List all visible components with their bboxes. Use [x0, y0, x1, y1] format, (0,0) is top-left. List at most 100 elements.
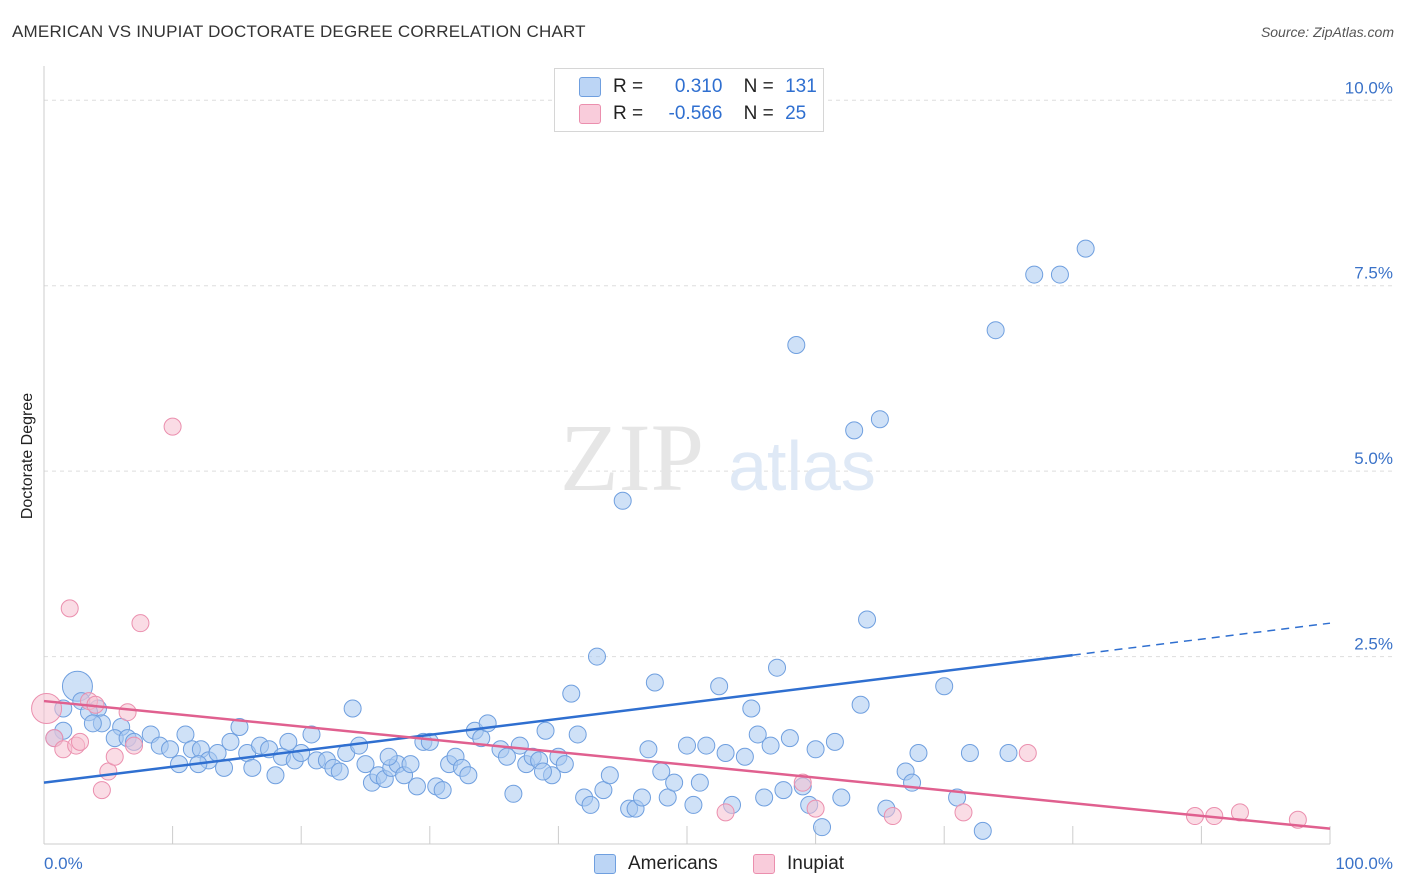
- data-point: [999, 743, 1018, 762]
- data-point: [697, 736, 716, 755]
- data-point: [600, 766, 619, 785]
- data-point: [832, 788, 851, 807]
- data-point: [613, 491, 632, 510]
- data-point: [221, 732, 240, 751]
- data-point: [793, 773, 812, 792]
- data-point: [973, 821, 992, 840]
- watermark-zip: ZIP: [560, 404, 704, 511]
- data-point: [433, 781, 452, 800]
- data-point: [742, 699, 761, 718]
- data-point: [690, 773, 709, 792]
- legend-n-value: 25: [785, 103, 807, 124]
- data-point: [748, 725, 767, 744]
- gridlines: [44, 99, 1392, 658]
- x-tick-label-min: 0.0%: [44, 854, 83, 873]
- x-tick-label-max: 100.0%: [1335, 854, 1393, 873]
- data-point: [806, 740, 825, 759]
- watermark: ZIP atlas: [560, 404, 876, 511]
- trend-line-inupiat: [43, 699, 1331, 830]
- data-point: [533, 762, 552, 781]
- legend-r-value: -0.566: [668, 103, 723, 124]
- data-point: [459, 766, 478, 785]
- data-point: [230, 718, 249, 737]
- y-tick-label: 5.0%: [1354, 449, 1393, 468]
- y-tick-label: 2.5%: [1354, 635, 1393, 654]
- bottom-legend-label-inupiat: Inupiat: [787, 853, 845, 874]
- data-point: [678, 736, 696, 755]
- data-point: [825, 732, 844, 751]
- data-point: [954, 803, 973, 822]
- data-point: [710, 677, 729, 696]
- data-point: [163, 417, 182, 436]
- data-point: [266, 766, 285, 785]
- data-point: [279, 732, 298, 751]
- data-point: [960, 743, 979, 762]
- data-point: [536, 721, 555, 740]
- data-point: [330, 762, 349, 781]
- data-point: [105, 747, 124, 766]
- data-point: [716, 743, 735, 762]
- tick-labels: 0.0% 100.0% 2.5% 5.0% 7.5% 10.0%: [44, 78, 1393, 873]
- data-point: [845, 421, 864, 440]
- data-point: [60, 599, 79, 618]
- bottom-legend-swatch-inupiat: [753, 854, 775, 874]
- legend-n-label: N =: [743, 103, 774, 124]
- data-point: [92, 781, 111, 800]
- data-point: [401, 755, 420, 774]
- data-point: [735, 747, 754, 766]
- data-point: [581, 795, 600, 814]
- data-point: [131, 614, 150, 633]
- bottom-legend-swatch-americans: [594, 854, 616, 874]
- data-point: [356, 755, 375, 774]
- bottom-legend-americans: Americans: [594, 852, 718, 876]
- data-point: [851, 695, 870, 714]
- data-point: [883, 807, 902, 826]
- data-point: [31, 692, 63, 724]
- data-point: [684, 795, 703, 814]
- americans-points: [45, 239, 1095, 840]
- trend-line-americans: [43, 653, 1073, 784]
- data-point: [125, 736, 144, 755]
- data-point: [632, 788, 651, 807]
- bottom-legend-label-americans: Americans: [628, 853, 718, 874]
- legend-swatch-inupiat: [579, 104, 601, 124]
- data-point: [716, 803, 735, 822]
- data-point: [774, 781, 793, 800]
- data-point: [755, 788, 774, 807]
- data-point: [658, 788, 677, 807]
- data-point: [176, 725, 195, 744]
- data-point: [594, 781, 613, 800]
- data-point: [587, 647, 606, 666]
- data-point: [813, 818, 832, 837]
- data-point: [161, 740, 180, 759]
- data-point: [118, 703, 137, 722]
- data-point: [787, 336, 806, 355]
- data-point: [420, 732, 439, 751]
- legend-n-label: N =: [743, 76, 774, 97]
- data-point: [768, 658, 787, 677]
- legend-box: R = 0.310 N = 131 R = -0.566 N = 25: [554, 68, 824, 132]
- data-point: [1025, 265, 1044, 284]
- data-point: [870, 410, 889, 429]
- data-point: [1018, 743, 1037, 762]
- data-point: [986, 321, 1005, 340]
- data-point: [407, 777, 426, 796]
- data-point: [806, 799, 825, 818]
- legend-r-label: R =: [613, 76, 644, 97]
- data-point: [555, 755, 574, 774]
- data-point: [858, 610, 877, 629]
- data-point: [243, 758, 262, 777]
- y-tick-label: 10.0%: [1345, 78, 1393, 97]
- bottom-legend-inupiat: Inupiat: [753, 852, 844, 876]
- legend-r-label: R =: [613, 103, 644, 124]
- data-point: [83, 714, 102, 733]
- data-point: [292, 743, 311, 762]
- watermark-atlas: atlas: [728, 427, 876, 505]
- chart-title: AMERICAN VS INUPIAT DOCTORATE DEGREE COR…: [12, 22, 586, 41]
- data-point: [780, 729, 799, 748]
- data-point: [761, 736, 780, 755]
- data-point: [645, 673, 664, 692]
- data-point: [504, 784, 523, 803]
- data-point: [1050, 265, 1069, 284]
